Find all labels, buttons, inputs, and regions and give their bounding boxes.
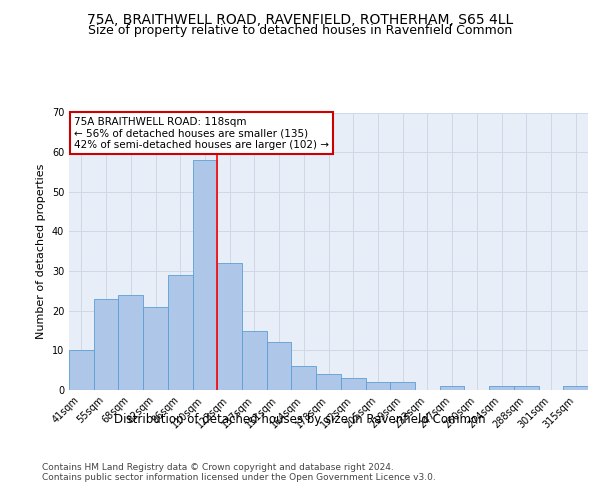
Y-axis label: Number of detached properties: Number of detached properties [36,164,46,339]
Bar [440,386,464,390]
Bar [94,299,118,390]
Text: Distribution of detached houses by size in Ravenfield Common: Distribution of detached houses by size … [114,412,486,426]
Bar [193,160,217,390]
Bar [514,386,539,390]
Text: 75A, BRAITHWELL ROAD, RAVENFIELD, ROTHERHAM, S65 4LL: 75A, BRAITHWELL ROAD, RAVENFIELD, ROTHER… [87,12,513,26]
Bar [365,382,390,390]
Bar [489,386,514,390]
Bar [242,330,267,390]
Bar [563,386,588,390]
Bar [390,382,415,390]
Bar [143,306,168,390]
Bar [341,378,365,390]
Text: 75A BRAITHWELL ROAD: 118sqm
← 56% of detached houses are smaller (135)
42% of se: 75A BRAITHWELL ROAD: 118sqm ← 56% of det… [74,116,329,150]
Bar [69,350,94,390]
Bar [217,263,242,390]
Text: Size of property relative to detached houses in Ravenfield Common: Size of property relative to detached ho… [88,24,512,37]
Bar [267,342,292,390]
Bar [292,366,316,390]
Bar [316,374,341,390]
Bar [168,275,193,390]
Bar [118,295,143,390]
Text: Contains HM Land Registry data © Crown copyright and database right 2024.
Contai: Contains HM Land Registry data © Crown c… [42,462,436,482]
